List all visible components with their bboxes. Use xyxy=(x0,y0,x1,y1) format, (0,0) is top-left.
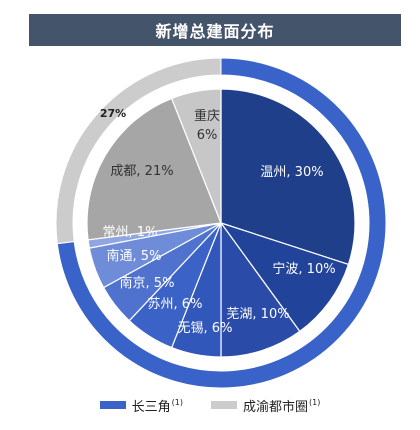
inner-pie-label-7: 常州, 1% xyxy=(103,225,158,240)
legend-label-chengyu: 成渝都市圈(1) xyxy=(243,398,321,415)
inner-pie-label-0: 温州, 30% xyxy=(260,165,323,180)
inner-pie-label-5: 南京, 5% xyxy=(120,275,175,291)
outer-ring-slice-1[interactable] xyxy=(55,57,222,245)
legend-item-changsanjiao[interactable]: 长三角(1) xyxy=(99,396,183,415)
inner-pie-slice-0[interactable] xyxy=(220,88,356,266)
legend-label-changsanjiao: 长三角(1) xyxy=(131,398,183,415)
legend-swatch-chengyu xyxy=(211,401,237,409)
chart-title-bar: 新增总建面分布 xyxy=(29,14,401,46)
inner-pie-label-9-line0: 重庆 xyxy=(194,108,220,124)
legend-swatch-changsanjiao xyxy=(99,401,126,409)
inner-pie-slice-9[interactable] xyxy=(170,88,222,224)
inner-pie-label-9-line1: 6% xyxy=(197,128,218,143)
legend-item-chengyu[interactable]: 成渝都市圈(1) xyxy=(211,396,320,415)
legend: 长三角(1) 成渝都市圈(1) xyxy=(0,392,420,418)
inner-pie-slice-2[interactable] xyxy=(220,221,301,358)
inner-pie-slice-8[interactable] xyxy=(86,97,222,241)
chart-title: 新增总建面分布 xyxy=(155,22,275,41)
outer-ring-slice-0[interactable] xyxy=(56,57,387,389)
inner-pie-label-8: 成都, 21% xyxy=(110,164,173,179)
inner-pie-label-2: 芜湖, 10% xyxy=(226,307,289,322)
inner-pie-slice-1[interactable] xyxy=(219,221,350,333)
outer-ring-label-1: 27% xyxy=(100,107,126,120)
inner-pie-label-1: 宁波, 10% xyxy=(272,261,335,277)
inner-pie-label-3: 无锡, 6% xyxy=(178,321,233,336)
inner-pie-label-4: 苏州, 6% xyxy=(148,296,203,312)
inner-pie-label-6: 南通, 5% xyxy=(107,248,162,264)
